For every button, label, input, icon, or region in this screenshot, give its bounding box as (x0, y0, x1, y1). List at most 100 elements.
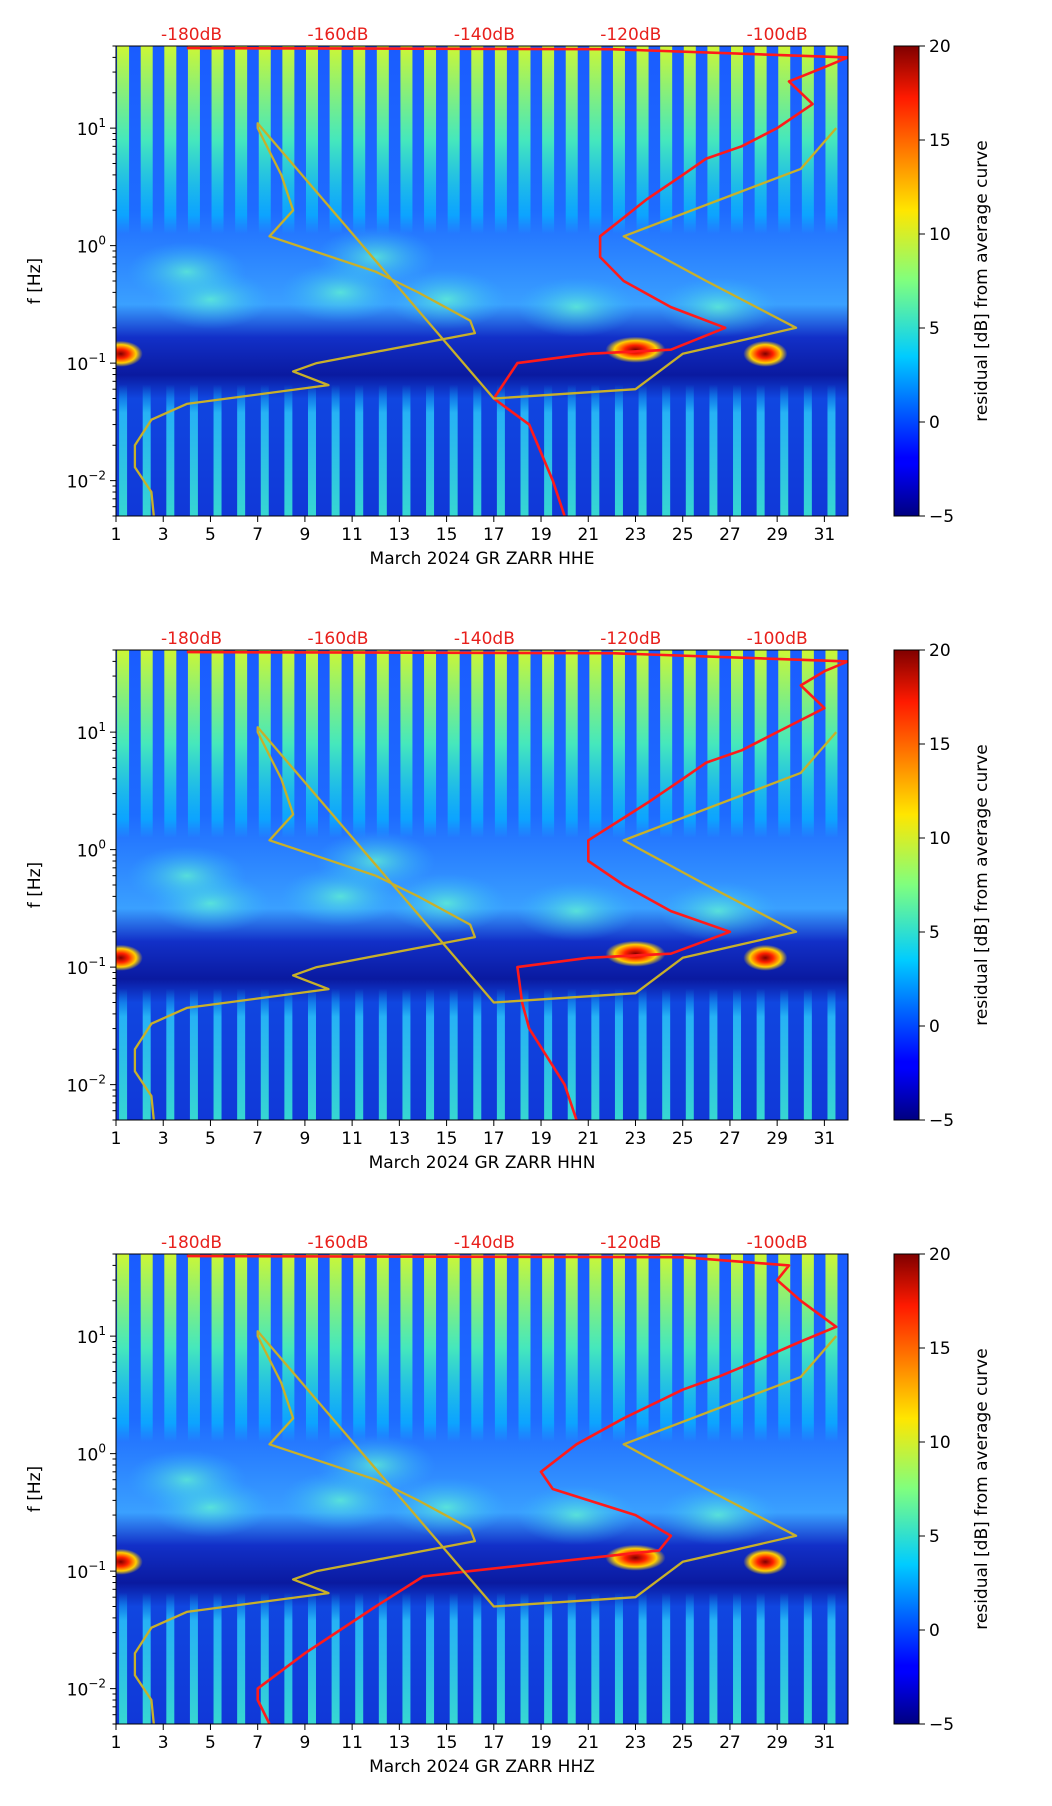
day-stripe-low (662, 46, 671, 516)
db-scale-label: -100dB (747, 25, 808, 45)
day-stripe-low (827, 46, 836, 516)
energy-cloud (658, 1485, 779, 1546)
x-tick-label: 15 (436, 1129, 458, 1149)
y-axis-label: f [Hz] (25, 1466, 45, 1512)
day-stripe-low (803, 1254, 812, 1724)
x-tick-label: 5 (205, 1129, 216, 1149)
reference-model-curve (133, 122, 838, 516)
energy-cloud (126, 845, 247, 906)
db-scale-label: -120dB (600, 629, 661, 649)
colorbar-label: residual [dB] from average curve (972, 744, 992, 1025)
spectrogram-panel-2: 1 3 5 7 9 11 13 15 17 19 21 23 25 27 29 3110−210−110010… (25, 629, 992, 1173)
y-tick-label: 10−1 (67, 1559, 106, 1583)
db-scale-label: -100dB (747, 629, 808, 649)
day-stripe-low (827, 1254, 836, 1724)
hot-spot (116, 944, 143, 971)
colorbar-tick-label: 10 (929, 225, 951, 245)
colorbar-label: residual [dB] from average curve (972, 140, 992, 421)
x-tick-label: 21 (577, 525, 599, 545)
day-stripe-low (780, 1254, 789, 1724)
x-tick-label: 5 (205, 525, 216, 545)
energy-cloud (315, 227, 436, 288)
x-tick-label: 23 (625, 1129, 647, 1149)
energy-cloud (386, 269, 507, 330)
day-stripe-low (119, 46, 128, 516)
spectrogram-panel-3: 1 3 5 7 9 11 13 15 17 19 21 23 25 27 29 3110−210−110010… (25, 1233, 992, 1777)
x-tick-label: 31 (814, 525, 836, 545)
day-stripe-low (756, 650, 765, 1120)
db-scale-label: -140dB (454, 1233, 515, 1253)
x-tick-label: 25 (672, 525, 694, 545)
colorbar-tick-label: 5 (929, 923, 940, 943)
y-axis-label: f [Hz] (25, 258, 45, 304)
heatmap-field (116, 650, 848, 1120)
db-scale-label: -120dB (600, 1233, 661, 1253)
day-stripe-low (638, 650, 647, 1120)
colorbar-tick-label: 10 (929, 829, 951, 849)
x-tick-label: 3 (158, 1733, 169, 1753)
colorbar (893, 649, 920, 1121)
x-tick-label: 13 (389, 525, 411, 545)
hot-spot (116, 340, 143, 367)
colorbar-tick-label: 10 (929, 1433, 951, 1453)
x-tick-label: 11 (341, 525, 363, 545)
x-tick-label: 17 (483, 525, 505, 545)
y-tick-label: 10−2 (67, 469, 106, 493)
energy-cloud (315, 1435, 436, 1496)
colorbar-tick-label: 15 (929, 1339, 951, 1359)
x-tick-label: 21 (577, 1733, 599, 1753)
day-stripe-low (803, 46, 812, 516)
energy-cloud (516, 1485, 637, 1546)
colorbar-tick-label: 15 (929, 131, 951, 151)
db-scale-label: -180dB (161, 629, 222, 649)
day-stripe-low (827, 650, 836, 1120)
day-stripe-low (520, 1254, 529, 1724)
x-tick-label: 17 (483, 1129, 505, 1149)
day-stripe-low (260, 46, 269, 516)
plot-area (115, 1253, 849, 1725)
x-tick-label: 13 (389, 1129, 411, 1149)
colorbar-tick-label: 0 (929, 413, 940, 433)
x-tick-label: 17 (483, 1733, 505, 1753)
x-tick-label: 29 (766, 1129, 788, 1149)
day-stripe-low (638, 1254, 647, 1724)
day-stripe-low (496, 1254, 505, 1724)
day-stripe-low (119, 650, 128, 1120)
db-scale-label: -100dB (747, 1233, 808, 1253)
energy-cloud (658, 277, 779, 338)
x-axis-label: March 2024 GR ZARR HHE (370, 549, 595, 569)
day-stripe-low (780, 46, 789, 516)
colorbar-tick-label: 5 (929, 319, 940, 339)
y-tick-label: 101 (77, 720, 106, 744)
db-scale-label: -160dB (307, 25, 368, 45)
db-scale-label: -160dB (307, 629, 368, 649)
day-stripe-low (119, 1254, 128, 1724)
day-stripe-low (662, 1254, 671, 1724)
y-axis-label: f [Hz] (25, 862, 45, 908)
x-tick-label: 15 (436, 525, 458, 545)
plot-area (115, 45, 849, 517)
x-tick-label: 1 (111, 1733, 122, 1753)
colorbar-tick-label: −5 (929, 1111, 954, 1131)
db-scale-label: -180dB (161, 25, 222, 45)
colorbar-tick-label: 0 (929, 1621, 940, 1641)
colorbar-tick-label: 0 (929, 1017, 940, 1037)
noise-level-curve (186, 650, 848, 1120)
reference-model-curve (133, 1330, 838, 1724)
day-stripe-low (614, 650, 623, 1120)
day-stripe-low (260, 1254, 269, 1724)
colorbar-tick-label: −5 (929, 507, 954, 527)
day-stripe-low (520, 650, 529, 1120)
noise-level-curve (186, 1254, 838, 1724)
x-tick-label: 15 (436, 1733, 458, 1753)
colorbar-tick-label: 15 (929, 735, 951, 755)
day-stripe-low (496, 650, 505, 1120)
x-tick-label: 5 (205, 1733, 216, 1753)
energy-cloud (386, 873, 507, 934)
day-stripe-low (638, 46, 647, 516)
plot-area (115, 649, 849, 1121)
x-tick-label: 9 (299, 1129, 310, 1149)
colorbar-tick-label: 20 (929, 1245, 951, 1265)
energy-cloud (516, 881, 637, 942)
